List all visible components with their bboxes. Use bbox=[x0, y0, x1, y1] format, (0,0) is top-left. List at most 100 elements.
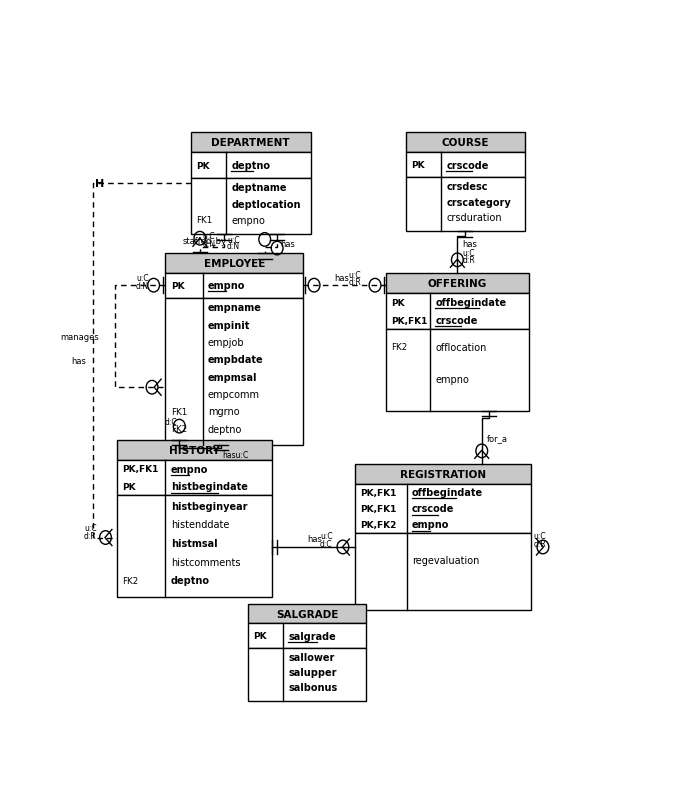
Bar bbox=[190, 133, 311, 153]
Text: salupper: salupper bbox=[288, 667, 337, 678]
Text: sallower: sallower bbox=[288, 652, 335, 662]
Text: empcomm: empcomm bbox=[208, 390, 260, 399]
Text: empinit: empinit bbox=[208, 320, 250, 330]
Text: d:C: d:C bbox=[164, 417, 177, 426]
Text: crscode: crscode bbox=[412, 504, 455, 514]
Text: empno: empno bbox=[412, 520, 449, 530]
Text: PK,FK1: PK,FK1 bbox=[123, 464, 159, 473]
Text: offbegindate: offbegindate bbox=[412, 488, 483, 498]
Text: PK,FK2: PK,FK2 bbox=[360, 520, 397, 529]
Bar bbox=[190, 153, 311, 179]
Bar bbox=[406, 133, 524, 153]
Text: hasu:C: hasu:C bbox=[223, 451, 249, 460]
Text: empno: empno bbox=[170, 464, 208, 474]
Text: empno: empno bbox=[435, 375, 469, 385]
Text: histenddate: histenddate bbox=[170, 520, 229, 530]
Text: deptname: deptname bbox=[231, 184, 287, 193]
Text: PK: PK bbox=[170, 282, 184, 290]
Text: deptlocation: deptlocation bbox=[231, 200, 301, 209]
Text: has: has bbox=[463, 240, 477, 249]
Text: u:C: u:C bbox=[203, 232, 215, 241]
Text: FK2: FK2 bbox=[170, 424, 187, 434]
Text: FK1: FK1 bbox=[170, 407, 187, 416]
Text: FK2: FK2 bbox=[123, 576, 139, 585]
Text: empname: empname bbox=[208, 303, 262, 313]
Text: crscode: crscode bbox=[446, 160, 489, 170]
Text: u:C: u:C bbox=[463, 249, 475, 257]
Text: crscode: crscode bbox=[435, 316, 478, 326]
Bar bbox=[386, 330, 529, 411]
Bar bbox=[248, 624, 366, 648]
Text: salbonus: salbonus bbox=[288, 683, 337, 692]
Bar bbox=[166, 273, 304, 298]
Text: PK,FK1: PK,FK1 bbox=[360, 504, 397, 513]
Text: FK1: FK1 bbox=[196, 216, 212, 225]
Text: u:C: u:C bbox=[136, 274, 148, 283]
Text: d:R: d:R bbox=[84, 531, 97, 540]
Text: EMPLOYEE: EMPLOYEE bbox=[204, 258, 265, 269]
Text: FK2: FK2 bbox=[391, 342, 407, 352]
Text: PK: PK bbox=[391, 298, 404, 307]
Bar bbox=[355, 484, 531, 533]
Text: has: has bbox=[307, 535, 322, 544]
Bar bbox=[386, 294, 529, 330]
Text: has: has bbox=[71, 357, 86, 366]
Text: PK,FK1: PK,FK1 bbox=[360, 488, 397, 497]
Text: PK: PK bbox=[411, 161, 425, 170]
Bar bbox=[386, 274, 529, 294]
Bar bbox=[166, 253, 304, 273]
Text: d:R: d:R bbox=[534, 539, 546, 548]
Text: u:C: u:C bbox=[348, 270, 361, 279]
Text: deptno: deptno bbox=[231, 161, 270, 171]
Text: salgrade: salgrade bbox=[288, 631, 336, 641]
Text: REGISTRATION: REGISTRATION bbox=[400, 470, 486, 480]
Text: OFFERING: OFFERING bbox=[428, 279, 487, 289]
Text: empjob: empjob bbox=[208, 338, 245, 347]
Text: u:C: u:C bbox=[227, 236, 239, 245]
Bar bbox=[117, 496, 273, 597]
Text: d:C: d:C bbox=[320, 539, 333, 548]
Text: PK: PK bbox=[123, 482, 136, 492]
Bar bbox=[248, 648, 366, 702]
Text: has: has bbox=[280, 240, 295, 249]
Text: PK: PK bbox=[253, 631, 267, 641]
Text: mgrno: mgrno bbox=[208, 407, 239, 417]
Text: has: has bbox=[334, 273, 348, 282]
Text: empbdate: empbdate bbox=[208, 355, 264, 365]
Text: u:C: u:C bbox=[84, 524, 97, 533]
Text: crsdesc: crsdesc bbox=[446, 182, 488, 192]
Bar bbox=[190, 179, 311, 235]
Text: histmsal: histmsal bbox=[170, 538, 217, 549]
Text: for_a: for_a bbox=[487, 434, 508, 443]
Text: empmsal: empmsal bbox=[208, 372, 257, 383]
Text: PK: PK bbox=[196, 161, 210, 171]
Text: COURSE: COURSE bbox=[442, 138, 489, 148]
Text: crscategory: crscategory bbox=[446, 197, 511, 207]
Bar bbox=[117, 440, 273, 460]
Text: deptno: deptno bbox=[170, 575, 210, 585]
Text: d:N: d:N bbox=[227, 242, 240, 251]
Text: d:R: d:R bbox=[348, 277, 361, 286]
Text: u:C: u:C bbox=[320, 532, 333, 541]
Text: deptno: deptno bbox=[208, 424, 242, 434]
Text: PK,FK1: PK,FK1 bbox=[391, 316, 427, 325]
Bar bbox=[355, 533, 531, 610]
Text: SALGRADE: SALGRADE bbox=[276, 609, 338, 618]
Text: u:C: u:C bbox=[534, 532, 546, 541]
Text: histbeginyear: histbeginyear bbox=[170, 501, 247, 512]
Bar bbox=[355, 465, 531, 484]
Bar bbox=[117, 460, 273, 496]
Text: H: H bbox=[95, 179, 104, 189]
Text: manages: manages bbox=[60, 332, 99, 342]
Text: staffed_by: staffed_by bbox=[182, 237, 226, 246]
Bar bbox=[248, 604, 366, 624]
Text: empno: empno bbox=[208, 281, 246, 291]
Text: crsduration: crsduration bbox=[446, 213, 502, 223]
Text: regevaluation: regevaluation bbox=[412, 555, 480, 565]
Text: DEPARTMENT: DEPARTMENT bbox=[211, 138, 290, 148]
Bar bbox=[406, 153, 524, 178]
Text: histcomments: histcomments bbox=[170, 557, 240, 567]
Text: empno: empno bbox=[231, 216, 265, 225]
Text: HISTORY: HISTORY bbox=[169, 445, 220, 455]
Bar bbox=[406, 178, 524, 232]
